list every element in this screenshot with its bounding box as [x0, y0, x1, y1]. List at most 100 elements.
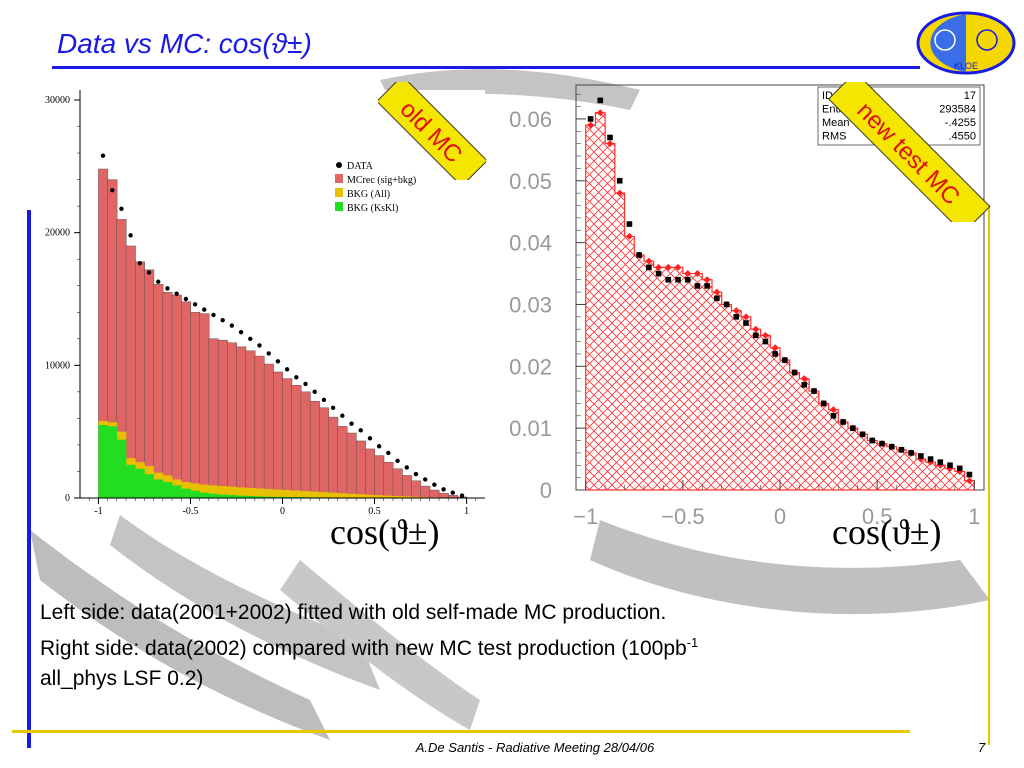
- left-bar-mcrec-sig-bkg--13: [217, 339, 228, 499]
- right-data-point-14: [723, 301, 730, 308]
- left-data-point-6: [156, 279, 161, 284]
- right-mc-point-7: [655, 263, 663, 271]
- left-bar-mcrec-sig-bkg--22: [300, 391, 311, 499]
- right-xaxis-formula-text: cos(ϑ±): [832, 512, 942, 552]
- right-histogram: −1 −0.5 0 0.5 1 0 0.01 0.02 0.03 0.04 0.05 0.06 ID 1…: [509, 84, 985, 529]
- left-bar-bkg-kskl--14: [227, 495, 237, 498]
- left-bar-bkg-kskl--18: [264, 496, 274, 498]
- left-bar-bkg-all--26: [337, 493, 348, 498]
- legend-swatch-data: [336, 162, 342, 168]
- right-mc-point-17: [752, 325, 760, 333]
- left-bar-bkg-kskl--10: [190, 490, 200, 498]
- stats-value-3: .4550: [948, 131, 976, 143]
- right-y-tick-label-0: 0: [540, 478, 552, 503]
- left-bar-mcrec-sig-bkg--29: [365, 448, 376, 499]
- logo-text: KLOE: [954, 61, 978, 71]
- right-data-point-8: [665, 276, 672, 283]
- left-y-tick-label-1: 10000: [45, 360, 70, 371]
- page-title: Data vs MC: cos(ϑ±): [57, 28, 312, 59]
- left-data-point-30: [376, 444, 382, 449]
- right-mc-point-10: [684, 270, 692, 278]
- right-data-point-4: [626, 221, 633, 227]
- left-bar-mcrec-sig-bkg--27: [346, 432, 357, 499]
- left-data-point-29: [367, 436, 373, 441]
- right-mc-point-4: [625, 232, 633, 240]
- caption: Left side: data(2001+2002) fitted with o…: [40, 598, 980, 694]
- right-data-point-34: [918, 453, 924, 459]
- left-bar-mcrec-sig-bkg--25: [328, 416, 339, 499]
- right-mc-point-0: [587, 121, 595, 129]
- right-data-point-15: [733, 314, 740, 320]
- right-data-point-29: [869, 437, 876, 444]
- legend-label-1: MCrec (sig+bkg): [347, 175, 416, 186]
- left-bar-mcrec-sig-bkg--30: [374, 455, 385, 499]
- left-data-point-24: [321, 397, 327, 403]
- right-mc-point-1: [596, 109, 604, 117]
- right-data-point-19: [772, 351, 778, 357]
- left-bar-bkg-kskl--5: [144, 474, 154, 498]
- left-bar-bkg-kskl--7: [162, 482, 173, 498]
- left-bar-bkg-kskl--13: [218, 494, 228, 498]
- left-bar-bkg-kskl--2: [116, 439, 127, 498]
- left-bar-mcrec-sig-bkg--14: [227, 342, 237, 499]
- left-bar-mcrec-sig-bkg--37: [438, 493, 449, 499]
- right-data-point-9: [675, 276, 681, 283]
- right-data-point-30: [879, 440, 885, 447]
- left-bar-mcrec-sig-bkg--12: [208, 338, 219, 499]
- right-data-point-20: [782, 357, 788, 363]
- left-data-point-35: [422, 477, 428, 482]
- right-mc-point-11: [693, 270, 701, 278]
- right-data-point-25: [830, 412, 837, 419]
- right-mc-point-2: [606, 140, 614, 148]
- left-bar-mcrec-sig-bkg--6: [153, 284, 164, 499]
- right-data-point-22: [801, 382, 808, 388]
- left-data-point-34: [413, 471, 419, 477]
- left-x-tick-label-0: -1: [94, 506, 102, 517]
- footer-rule: [12, 730, 910, 733]
- left-data-point-1: [110, 188, 115, 193]
- left-bar-mcrec-sig-bkg--36: [429, 489, 440, 499]
- right-mc-point-9: [674, 263, 682, 271]
- right-data-point-18: [762, 338, 769, 345]
- left-accent-bar: [27, 210, 31, 748]
- left-x-tick-label-4: 1: [464, 506, 469, 517]
- left-bar-bkg-all--24: [319, 492, 329, 498]
- left-bar-bkg-all--31: [383, 495, 394, 498]
- left-xaxis-formula: cos(ϑ±): [330, 512, 440, 552]
- page-number: 7: [978, 740, 986, 755]
- left-bar-mcrec-sig-bkg--9: [181, 301, 191, 499]
- caption-line-2-text: Right side: data(2002) compared with new…: [40, 637, 687, 660]
- left-x-tick-label-3: 0.5: [368, 506, 381, 517]
- right-y-tick-label-1: 0.01: [509, 416, 552, 441]
- footer-text: A.De Santis - Radiative Meeting 28/04/06: [415, 740, 655, 755]
- left-bar-bkg-kskl--15: [236, 495, 246, 498]
- left-data-point-17: [257, 343, 262, 348]
- right-data-point-0: [587, 116, 594, 122]
- left-bar-bkg-all--22: [300, 491, 311, 498]
- left-bar-bkg-all--32: [392, 496, 403, 498]
- left-bar-bkg-all--11: [199, 484, 210, 498]
- right-mc-point-13: [713, 288, 721, 296]
- left-bar-mcrec-sig-bkg--21: [291, 385, 302, 499]
- left-legend: DATA MCrec (sig+bkg) BKG (All) BKG (KsKl): [335, 161, 416, 214]
- stats-value-1: 293584: [939, 104, 976, 116]
- right-data-point-11: [694, 283, 701, 289]
- right-y-tick-label-5: 0.05: [509, 169, 552, 194]
- left-bar-mcrec-sig-bkg--11: [199, 313, 210, 499]
- right-mc-point-3: [616, 189, 624, 197]
- left-bar-bkg-all--25: [328, 492, 339, 498]
- left-bar-bkg-kskl--4: [135, 468, 145, 498]
- left-data-point-32: [395, 458, 400, 464]
- right-data-point-10: [684, 276, 691, 283]
- legend-swatch-3: [335, 202, 343, 211]
- left-data-point-18: [266, 351, 271, 356]
- right-mc-point-15: [732, 307, 740, 315]
- stats-key-0: ID: [822, 90, 833, 102]
- stats-value-2: -.4255: [945, 117, 976, 129]
- right-data-point-21: [791, 369, 798, 376]
- right-mc-point-16: [742, 313, 750, 321]
- right-data-point-16: [743, 320, 749, 326]
- left-bar-bkg-all--12: [208, 485, 219, 498]
- left-bar-bkg-kskl--3: [126, 464, 136, 498]
